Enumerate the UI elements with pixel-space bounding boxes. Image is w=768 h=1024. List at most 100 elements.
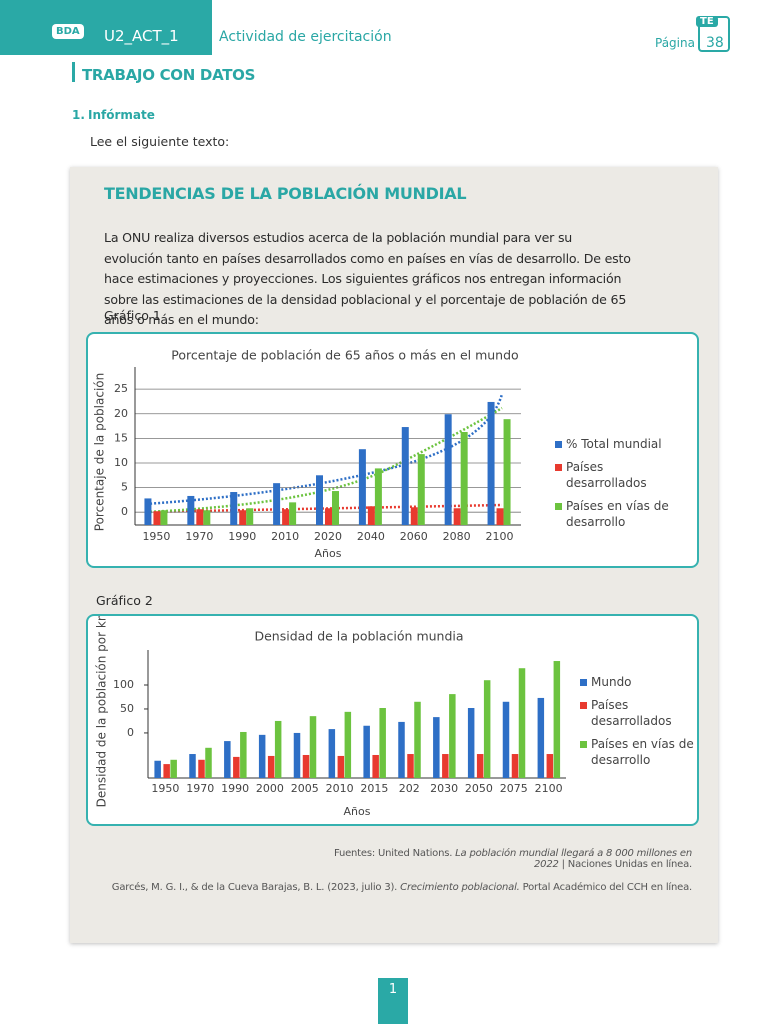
bar: [503, 419, 511, 525]
x-tick-label: 2040: [357, 530, 385, 543]
x-tick-label: 2075: [500, 782, 528, 795]
x-tick-label: 2030: [430, 782, 458, 795]
bar: [233, 756, 240, 778]
bar: [379, 708, 386, 778]
x-tick-label: 1970: [185, 530, 213, 543]
source-text: | Naciones Unidas en línea.: [558, 859, 693, 870]
instruction-number: 1.: [72, 108, 85, 122]
legend-item: Países desarrollados: [580, 697, 698, 729]
x-tick-label: 2050: [465, 782, 493, 795]
bar: [325, 508, 332, 525]
chart: Densidad de la población mundia Densidad …: [95, 616, 566, 818]
bar: [487, 401, 495, 525]
bar: [433, 717, 440, 778]
source-text: Garcés, M. G. I., & de la Cueva Barajas,…: [111, 882, 401, 893]
bar: [372, 754, 379, 778]
bar: [309, 716, 317, 778]
y-tick-label: 50: [120, 702, 134, 715]
bar: [316, 475, 323, 525]
bar: [153, 511, 161, 525]
page-label: Página: [655, 36, 695, 50]
bar: [240, 731, 247, 778]
page-icon-label: TE: [696, 16, 718, 27]
x-tick-label: 1950: [151, 782, 179, 795]
badge: BDA: [52, 24, 84, 39]
legend: Mundo Países desarrollados Países en vías …: [580, 674, 698, 775]
chart-label: Gráfico 2: [96, 593, 153, 608]
x-tick-label: 2015: [360, 782, 388, 795]
activity-title: Actividad de ejercitación: [219, 29, 392, 45]
bar: [239, 510, 247, 525]
y-tick-label: 20: [114, 407, 128, 420]
bar: [546, 754, 554, 778]
chart-box: Porcentaje de población de 65 años o más…: [86, 332, 699, 568]
bar: [196, 509, 204, 525]
bar: [230, 492, 238, 525]
activity-code: U2_ACT_1: [104, 27, 179, 45]
bar: [328, 729, 336, 778]
bar: [163, 764, 170, 778]
x-tick-label: 2100: [486, 530, 514, 543]
header-bar: [0, 0, 212, 55]
bar: [332, 491, 339, 525]
x-tick-label: 2100: [535, 782, 563, 795]
bar: [363, 725, 370, 778]
bar: [460, 431, 468, 525]
x-tick-label: 2005: [291, 782, 319, 795]
bar: [467, 708, 475, 778]
legend-swatch: [580, 679, 587, 686]
legend: % Total mundial Países desarrollados Paíse…: [555, 436, 673, 537]
legend-swatch: [580, 702, 587, 709]
bar: [205, 747, 212, 778]
bar: [537, 697, 545, 778]
bar: [410, 507, 418, 525]
bar: [511, 754, 519, 778]
bar: [274, 720, 282, 778]
y-tick-label: 0: [121, 505, 128, 518]
bar: [267, 755, 275, 778]
chart: Porcentaje de población de 65 años o más…: [93, 348, 521, 560]
bar: [344, 711, 352, 778]
source-title: Crecimiento poblacional.: [400, 882, 520, 893]
section-bar: [72, 62, 75, 82]
y-axis-title: Densidad de la población por km²: [95, 616, 109, 807]
source-title: La población mundial llegará a 8 000 mil…: [455, 848, 692, 870]
legend-label: Mundo: [591, 675, 632, 689]
instruction-title: Infórmate: [88, 108, 155, 122]
y-tick-label: 15: [114, 431, 128, 444]
source-text: Fuentes: United Nations.: [333, 848, 456, 859]
legend-label: Países desarrollados: [566, 460, 647, 490]
source: Garcés, M. G. I., & de la Cueva Barajas,…: [92, 882, 692, 893]
legend-swatch: [555, 503, 562, 510]
legend-label: % Total mundial: [566, 437, 662, 451]
x-tick-label: 1970: [186, 782, 214, 795]
legend-item: Mundo: [580, 674, 698, 690]
bar: [144, 498, 152, 525]
y-tick-label: 100: [113, 678, 134, 691]
x-tick-label: 2010: [271, 530, 299, 543]
legend-item: Países en vías de desarrollo: [580, 736, 698, 768]
bar: [476, 754, 484, 778]
chart-title: Densidad de la población mundia: [254, 629, 463, 644]
legend-item: Países en vías de desarrollo: [555, 498, 673, 530]
chart-label: Gráfico 1: [104, 308, 161, 323]
bar: [417, 454, 425, 525]
bar: [337, 755, 345, 778]
bar: [407, 754, 414, 778]
x-axis-title: Años: [344, 805, 371, 818]
legend-label: Países en vías de desarrollo: [566, 499, 669, 529]
x-tick-label: 2010: [326, 782, 354, 795]
bar: [444, 414, 452, 525]
instruction-text: Lee el siguiente texto:: [90, 134, 230, 149]
x-tick-label: 1990: [221, 782, 249, 795]
source-text: Portal Académico del CCH en línea.: [519, 882, 693, 893]
footer-page: 1: [378, 978, 408, 1024]
bar: [258, 734, 266, 778]
bar: [398, 721, 405, 778]
x-tick-label: 1990: [228, 530, 256, 543]
bar: [358, 449, 366, 525]
bar: [518, 668, 526, 778]
legend-label: Países en vías de desarrollo: [591, 737, 694, 767]
legend-swatch: [555, 441, 562, 448]
